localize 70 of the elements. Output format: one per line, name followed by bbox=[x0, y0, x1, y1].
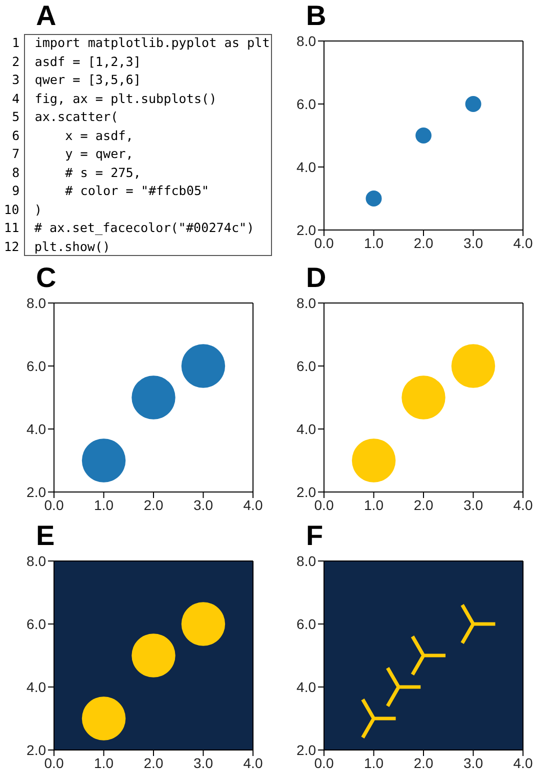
text: 11 # ax.set_facecolor("#00274c") bbox=[4, 219, 256, 237]
x-tick-label: 4.0 bbox=[513, 754, 533, 771]
text: 1 import matplotlib.pyplot as plt bbox=[11, 34, 270, 52]
x-tick-label: 4.0 bbox=[513, 234, 533, 251]
x-tick-label: 2.0 bbox=[144, 496, 164, 513]
y-tick-label: 4.0 bbox=[296, 158, 316, 175]
x-tick-label: 0.0 bbox=[314, 754, 334, 771]
x-tick-label: 4.0 bbox=[513, 496, 533, 513]
x-tick-label: 3.0 bbox=[464, 496, 484, 513]
text: 7 y = qwer, bbox=[11, 145, 134, 163]
point bbox=[460, 604, 496, 644]
y-tick-label: 2.0 bbox=[26, 742, 46, 758]
y-tick-label: 6.0 bbox=[296, 96, 316, 112]
text: 12 plt.show() bbox=[4, 238, 112, 256]
x-tick-label: 0.0 bbox=[314, 496, 334, 513]
y-tick-label: 8.0 bbox=[26, 294, 46, 311]
x-tick-label: 3.0 bbox=[194, 496, 214, 513]
text: 10 ) bbox=[4, 200, 43, 218]
y-tick-label: 4.0 bbox=[296, 420, 316, 437]
y-tick-label: 8.0 bbox=[296, 552, 316, 569]
text: 6 x = asdf, bbox=[11, 126, 134, 144]
chart-title: E bbox=[35, 520, 56, 552]
y-tick-label: 8.0 bbox=[296, 32, 316, 49]
y-tick-label: 6.0 bbox=[296, 616, 316, 632]
y-tick-label: 8.0 bbox=[296, 294, 316, 311]
y-tick-label: 8.0 bbox=[26, 552, 46, 569]
text: 5 ax.scatter( bbox=[11, 108, 120, 126]
x-tick-label: 2.0 bbox=[414, 754, 434, 771]
x-tick-label: 1.0 bbox=[94, 496, 114, 513]
point bbox=[386, 667, 421, 707]
y-tick-label: 2.0 bbox=[296, 484, 316, 500]
y-tick-label: 6.0 bbox=[296, 358, 316, 374]
x-tick-label: 1.0 bbox=[364, 234, 384, 251]
x-tick-label: 1.0 bbox=[364, 496, 384, 513]
x-tick-label: 2.0 bbox=[144, 754, 164, 771]
point bbox=[416, 128, 432, 144]
x-tick-label: 3.0 bbox=[464, 234, 484, 251]
x-tick-label: 0.0 bbox=[314, 234, 334, 251]
point bbox=[465, 96, 482, 112]
text: A bbox=[35, 0, 58, 32]
x-tick-label: 2.0 bbox=[414, 496, 434, 513]
chart-title: F bbox=[305, 520, 324, 552]
y-tick-label: 2.0 bbox=[296, 222, 316, 238]
y-tick-label: 4.0 bbox=[26, 420, 46, 437]
text: 4 fig, ax = plt.subplots() bbox=[11, 90, 218, 108]
chart-title: D bbox=[305, 262, 328, 294]
point bbox=[361, 698, 396, 738]
x-tick-label: 0.0 bbox=[44, 496, 64, 513]
y-tick-label: 6.0 bbox=[26, 616, 46, 632]
chart-title: B bbox=[305, 0, 328, 32]
y-tick-label: 4.0 bbox=[26, 678, 46, 695]
y-tick-label: 2.0 bbox=[296, 742, 316, 758]
y-tick-label: 4.0 bbox=[296, 678, 316, 695]
x-tick-label: 1.0 bbox=[364, 754, 384, 771]
x-tick-label: 2.0 bbox=[414, 234, 434, 251]
x-tick-label: 4.0 bbox=[243, 754, 263, 771]
x-tick-label: 0.0 bbox=[44, 754, 64, 771]
x-tick-label: 4.0 bbox=[243, 496, 263, 513]
point bbox=[410, 636, 446, 676]
text: 9 # color = "#ffcb05" bbox=[11, 182, 210, 200]
y-tick-label: 2.0 bbox=[26, 484, 46, 500]
text: 8 # s = 275, bbox=[11, 164, 142, 182]
x-tick-label: 3.0 bbox=[194, 754, 214, 771]
x-tick-label: 3.0 bbox=[464, 754, 484, 771]
chart-title: C bbox=[35, 262, 58, 294]
point bbox=[366, 190, 382, 206]
text: 3 qwer = [3,5,6] bbox=[11, 71, 142, 89]
x-tick-label: 1.0 bbox=[94, 754, 114, 771]
text: 2 asdf = [1,2,3] bbox=[11, 52, 142, 70]
y-tick-label: 6.0 bbox=[26, 358, 46, 374]
